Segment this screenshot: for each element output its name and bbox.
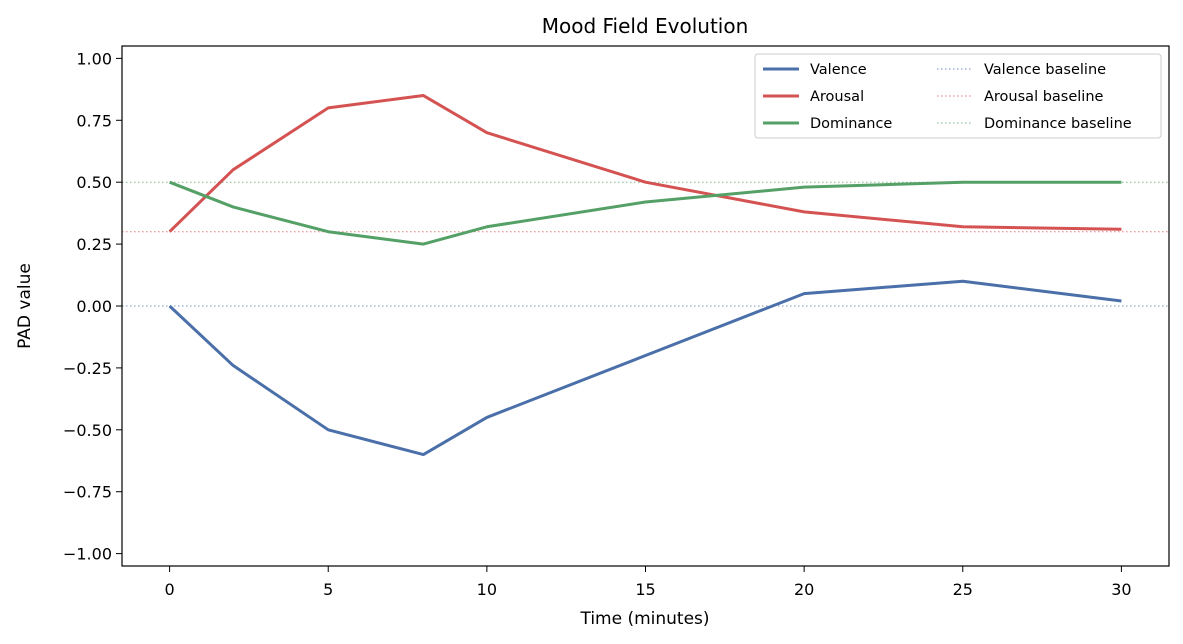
series-line-dominance	[169, 180, 1122, 246]
legend-label-dominance: Dominance	[810, 116, 892, 132]
x-axis-label: Time (minutes)	[579, 609, 709, 629]
x-tick-label: 25	[953, 580, 973, 599]
series-line-arousal	[168, 94, 1122, 233]
x-tick-label: 10	[477, 580, 497, 599]
x-tick-label: 15	[635, 580, 655, 599]
x-tick-label: 5	[323, 580, 333, 599]
legend-label-baseline-2: Dominance baseline	[984, 116, 1132, 132]
legend-label-baseline-0: Valence baseline	[984, 62, 1106, 78]
y-tick-label: 0.00	[76, 297, 112, 316]
y-tick-label: 0.25	[76, 235, 112, 254]
chart-title: Mood Field Evolution	[542, 14, 749, 38]
y-tick-label: 0.50	[76, 173, 112, 192]
legend-label-valence: Valence	[810, 62, 867, 78]
legend: Valence Arousal Dominance Valence baseline A…	[754, 53, 1162, 139]
y-tick-label: −0.75	[63, 483, 112, 502]
legend-label-baseline-1: Arousal baseline	[984, 89, 1104, 105]
y-tick-label: −0.50	[63, 421, 112, 440]
y-tick-label: −1.00	[63, 545, 112, 564]
y-tick-label: 1.00	[76, 49, 112, 68]
x-tick-label: 30	[1111, 580, 1131, 599]
series-line-valence	[168, 279, 1122, 457]
x-tick-label: 20	[794, 580, 814, 599]
y-tick-label: −0.25	[63, 359, 112, 378]
y-tick-label: 0.75	[76, 111, 112, 130]
y-axis-label: PAD value	[15, 263, 35, 349]
legend-label-arousal: Arousal	[810, 89, 864, 105]
x-tick-label: 0	[164, 580, 174, 599]
